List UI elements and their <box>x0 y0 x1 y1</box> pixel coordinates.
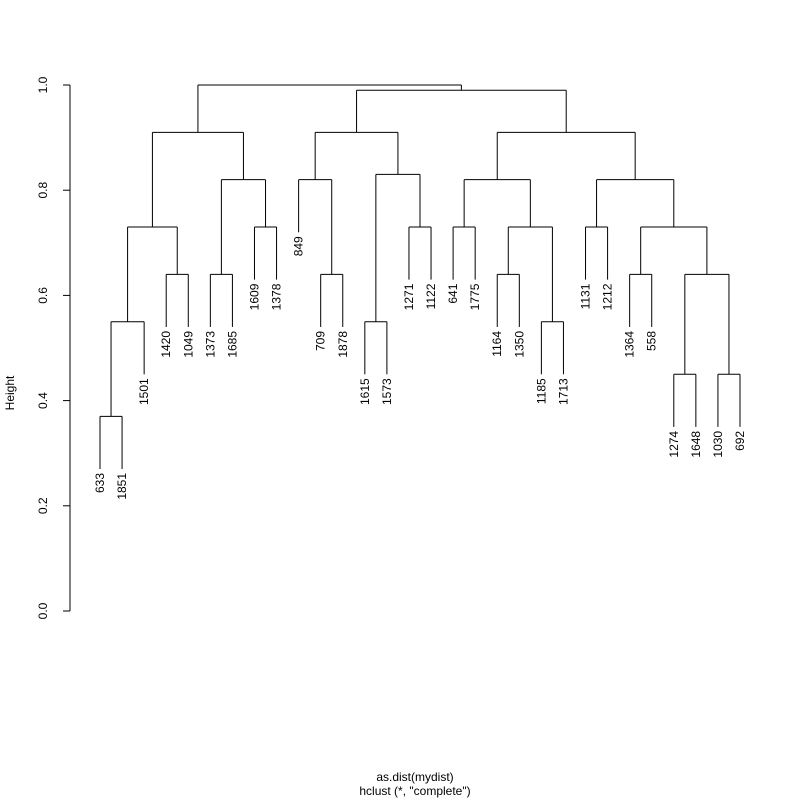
leaf-label: 1878 <box>336 331 350 358</box>
leaf-label: 1350 <box>512 331 526 358</box>
leaf-label: 1648 <box>689 431 703 458</box>
leaf-label: 709 <box>314 331 328 351</box>
leaf-label: 1420 <box>159 331 173 358</box>
leaf-label: 1378 <box>270 283 284 310</box>
leaf-label: 1274 <box>667 431 681 458</box>
leaf-label: 1685 <box>225 331 239 358</box>
leaf-label: 558 <box>645 331 659 351</box>
leaf-label: 1185 <box>534 378 548 404</box>
y-tick-label: 1.0 <box>36 76 50 93</box>
y-tick-label: 0.0 <box>36 602 50 619</box>
leaf-label: 1364 <box>623 331 637 358</box>
leaf-label: 1615 <box>358 378 372 405</box>
y-tick-label: 0.2 <box>36 497 50 514</box>
y-axis-label: Height <box>3 375 17 410</box>
leaf-label: 1030 <box>711 431 725 458</box>
leaf-label: 633 <box>93 473 107 493</box>
leaf-label: 641 <box>446 283 460 303</box>
y-tick-label: 0.6 <box>36 287 50 304</box>
y-tick-label: 0.8 <box>36 182 50 199</box>
leaf-label: 1049 <box>181 331 195 358</box>
leaf-label: 1271 <box>402 283 416 310</box>
y-tick-label: 0.4 <box>36 392 50 409</box>
subtitle: hclust (*, "complete") <box>359 784 470 798</box>
leaf-label: 1212 <box>601 283 615 310</box>
x-axis-label: as.dist(mydist) <box>376 770 453 784</box>
leaf-label: 1373 <box>203 331 217 358</box>
leaf-label: 1501 <box>137 378 151 405</box>
leaf-label: 1573 <box>380 378 394 405</box>
leaf-label: 1122 <box>424 283 438 309</box>
leaf-label: 1775 <box>468 283 482 310</box>
leaf-label: 1609 <box>247 283 261 310</box>
leaf-label: 692 <box>733 431 747 451</box>
leaf-label: 1131 <box>579 283 593 309</box>
leaf-label: 849 <box>292 236 306 256</box>
leaf-label: 1164 <box>490 331 504 357</box>
leaf-label: 1713 <box>556 378 570 405</box>
leaf-label: 1851 <box>115 473 129 500</box>
